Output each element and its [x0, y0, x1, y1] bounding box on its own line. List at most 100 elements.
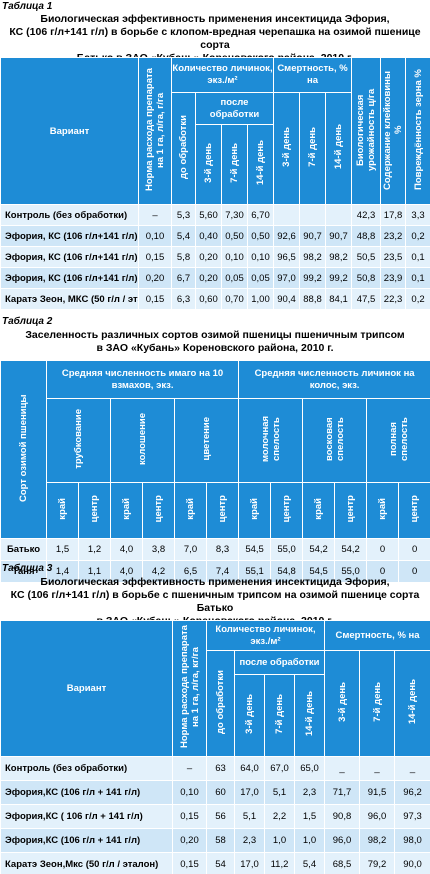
table-cell: 90,8: [324, 804, 361, 829]
t1-header-m3: 3-й день: [273, 92, 301, 205]
table1-title-line: КС (106 г/л+141 г/л) в борьбе с клопом-в…: [9, 26, 421, 51]
table2-title: Заселенность различных сортов озимой пше…: [0, 329, 430, 355]
table-cell: 0,20: [195, 267, 222, 289]
t3-header-mortality: Смертность, % на: [324, 620, 430, 651]
table-cell: 79,2: [359, 852, 396, 874]
table-row: Эфория,КС (106 г/л + 141 г/л) 0,10 60 17,0 5…: [0, 780, 430, 805]
table-cell: 67,0: [264, 756, 295, 781]
t2-header-full: полная спелость: [366, 398, 430, 483]
table-cell: 17,0: [234, 852, 265, 874]
table-cell: –: [138, 204, 172, 226]
table-cell: 17,8: [380, 204, 407, 226]
t3-header-before: до обработки: [206, 650, 235, 757]
table-cell: 5,1: [264, 780, 295, 805]
t2-header-edge: край: [174, 482, 207, 539]
t2-header-center: центр: [398, 482, 430, 539]
table3-title-line: КС (106 г/л+141 г/л) в борьбе с пшеничны…: [10, 589, 420, 614]
table3-label: Таблица 3: [2, 563, 53, 574]
table-cell: 23,5: [380, 246, 407, 268]
t3-header-m14: 14-й день: [394, 650, 430, 757]
row-label: Эфория, КС (106 г/л+141 г/л): [0, 267, 139, 289]
t2-header-larvae: Средняя численность личинок на колос, эк…: [238, 360, 430, 399]
table-cell: 8,3: [205, 538, 240, 561]
t3-header-count: Количество личинок, экз./м²: [205, 620, 326, 651]
table-cell: 96,5: [273, 246, 301, 268]
row-label: Батько: [0, 538, 47, 561]
table-cell: 7,4: [205, 560, 240, 583]
table-cell: 42,3: [351, 204, 382, 226]
table-cell: 4,0: [110, 560, 143, 583]
table-cell: 0,40: [195, 225, 222, 247]
table-cell: 6,7: [171, 267, 196, 289]
table-cell: 98,2: [359, 828, 396, 853]
table-cell: 0,2: [405, 225, 430, 247]
table-row: Батько 1,5 1,2 4,0 3,8 7,0 8,3 54,5 55,0 54,2 54,2…: [0, 538, 430, 561]
table-cell: 55,0: [270, 538, 304, 561]
table-cell: 0,05: [246, 267, 275, 289]
t2-header-edge: край: [366, 482, 400, 539]
t2-header-flower: цветение: [173, 398, 240, 483]
t1-header-d3: 3-й день: [195, 124, 222, 205]
table-cell: –: [172, 756, 207, 781]
t2-header-wax: восковая спелость: [302, 398, 368, 483]
table-cell: 0,50: [221, 225, 248, 247]
t1-header-d7: 7-й день: [221, 124, 248, 205]
table-cell: 22,3: [380, 288, 407, 310]
table-cell: 0,1: [405, 267, 430, 289]
table-cell: _: [324, 756, 361, 781]
table-cell: 54,2: [302, 538, 336, 561]
table-cell: 50,8: [351, 267, 382, 289]
table-cell: 54,8: [270, 560, 304, 583]
t3-header-d14: 14-й день: [293, 674, 326, 757]
table-cell: 98,2: [325, 246, 353, 268]
table-cell: 0,20: [138, 267, 172, 289]
table-cell: 63: [206, 756, 235, 781]
table-cell: 0,50: [246, 225, 275, 247]
table-cell: 5,1: [234, 804, 265, 829]
t3-header-m7: 7-й день: [359, 650, 396, 757]
t1-header-m7: 7-й день: [299, 92, 327, 205]
table-cell: 5,8: [171, 246, 196, 268]
table-cell: 0,70: [221, 288, 248, 310]
table-cell: 1,5: [46, 538, 79, 561]
t1-header-norma: Норма расхода препарата на 1 га, л/га, г…: [138, 57, 172, 205]
table-cell: 5,4: [293, 852, 326, 874]
table-cell: _: [394, 756, 430, 781]
table-cell: 6,70: [246, 204, 275, 226]
table3-title-line: Биологическая эффективность применения и…: [40, 576, 390, 588]
t2-header-edge: край: [238, 482, 272, 539]
t1-header-count: Количество личинок, экз./м²: [170, 57, 275, 93]
row-label: Эфория,КС (106 г/л + 141 г/л): [0, 828, 173, 853]
table-cell: 7,0: [174, 538, 207, 561]
table-cell: 99,2: [325, 267, 353, 289]
table-cell: 47,5: [351, 288, 382, 310]
table1-label: Таблица 1: [2, 1, 53, 12]
table-row: Каратэ Зеон, МКС (50 г/л / эталон)0,156,…: [0, 288, 430, 310]
table-cell: 0: [366, 538, 400, 561]
table-cell: 0,10: [246, 246, 275, 268]
table-cell: 90,7: [299, 225, 327, 247]
table-cell: 54,5: [238, 538, 272, 561]
table-cell: 23,9: [380, 267, 407, 289]
t2-header-edge: край: [302, 482, 336, 539]
t3-header-norma: Норма расхода препарата на 1 га, л/га, к…: [172, 620, 207, 757]
t2-header-imago: Средняя численность имаго на 10 взмахов,…: [45, 360, 240, 399]
t2-header-edge: край: [46, 482, 79, 539]
t3-header-m3: 3-й день: [324, 650, 361, 757]
table-cell: 90,7: [325, 225, 353, 247]
table-row: Таня 1,4 1,1 4,0 4,2 6,5 7,4 55,1 54,8 54,5 55,0 0 0: [0, 560, 430, 583]
table-cell: 91,5: [359, 780, 396, 805]
table-cell: 0,15: [172, 804, 207, 829]
table-cell: 64,0: [234, 756, 265, 781]
table1-title-line: Биологическая эффективность применения и…: [40, 13, 390, 25]
t2-header-ear: колошение: [110, 398, 175, 483]
table-cell: 65,0: [293, 756, 326, 781]
table-row: Эфория, КС (106 г/л+141 г/л) 0,20 6,7 0,20 0…: [0, 267, 430, 289]
t1-header-variant: Вариант: [0, 57, 139, 205]
t2-header-center: центр: [205, 482, 240, 539]
t1-header-m14: 14-й день: [325, 92, 353, 205]
table-cell: 48,8: [351, 225, 382, 247]
row-label: Контроль (без обработки): [0, 204, 139, 226]
t2-header-center: центр: [78, 482, 111, 539]
table2-title-line: Заселенность различных сортов озимой пше…: [25, 329, 405, 341]
